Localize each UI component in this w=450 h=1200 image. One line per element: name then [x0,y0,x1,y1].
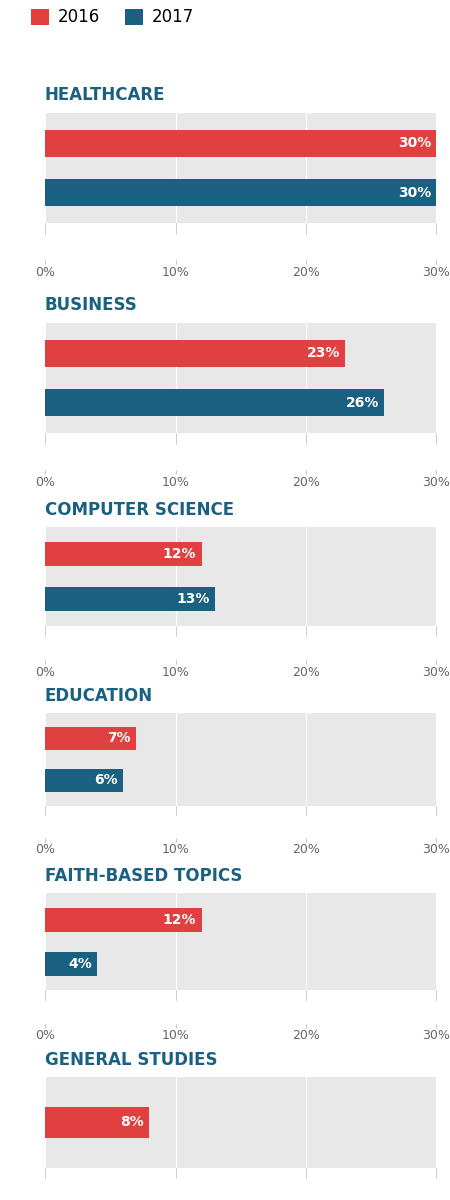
Bar [45,340,345,367]
Bar [45,389,384,416]
Text: BUSINESS: BUSINESS [45,296,138,314]
Bar [45,769,123,792]
Bar [45,952,97,976]
Text: 30%: 30% [398,136,431,150]
Bar [45,130,436,157]
Text: GENERAL STUDIES: GENERAL STUDIES [45,1050,217,1068]
Text: 23%: 23% [306,346,340,360]
Text: 26%: 26% [346,396,379,410]
Text: 30%: 30% [398,186,431,200]
Text: FAITH-BASED TOPICS: FAITH-BASED TOPICS [45,868,243,886]
Bar [45,542,202,566]
Bar [45,179,436,206]
Text: 4%: 4% [68,956,92,971]
Text: 6%: 6% [94,774,118,787]
Text: 13%: 13% [176,592,209,606]
Legend: 2016, 2017: 2016, 2017 [31,8,194,26]
Text: 8%: 8% [121,1115,144,1129]
Text: 12%: 12% [163,547,196,562]
Text: EDUCATION: EDUCATION [45,688,153,706]
Bar [45,587,215,611]
Text: 7%: 7% [108,732,131,745]
Bar [45,1106,149,1138]
Bar [45,727,136,750]
Bar [45,907,202,932]
Text: 12%: 12% [163,913,196,926]
Text: COMPUTER SCIENCE: COMPUTER SCIENCE [45,500,234,518]
Text: HEALTHCARE: HEALTHCARE [45,86,166,104]
